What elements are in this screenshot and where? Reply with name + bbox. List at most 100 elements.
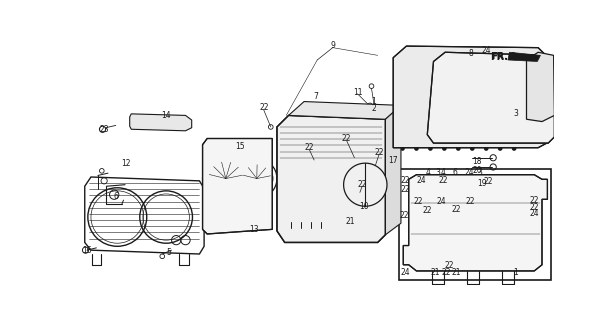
Circle shape	[483, 200, 489, 206]
Text: FR.: FR.	[491, 52, 508, 61]
Circle shape	[532, 99, 537, 104]
Circle shape	[440, 232, 444, 236]
Polygon shape	[428, 52, 554, 143]
Polygon shape	[393, 46, 548, 148]
Text: 24: 24	[464, 168, 474, 177]
Text: 6: 6	[453, 168, 458, 177]
Text: 13: 13	[249, 225, 259, 234]
Bar	[437, 82, 445, 87]
Text: 22: 22	[452, 205, 461, 214]
Circle shape	[461, 200, 467, 206]
Text: 23: 23	[99, 125, 109, 134]
Circle shape	[312, 172, 320, 179]
Text: 3: 3	[510, 52, 515, 61]
Bar	[515, 99, 522, 104]
Text: 10: 10	[359, 202, 368, 211]
Circle shape	[400, 146, 405, 151]
Circle shape	[331, 223, 339, 231]
Circle shape	[470, 146, 474, 151]
Text: 22: 22	[530, 196, 539, 204]
Circle shape	[506, 232, 510, 236]
Circle shape	[512, 146, 516, 151]
Text: 11: 11	[353, 88, 362, 97]
Circle shape	[422, 232, 426, 236]
Circle shape	[498, 146, 503, 151]
Text: 3: 3	[513, 109, 518, 118]
Text: 22: 22	[441, 268, 451, 277]
Text: 18: 18	[472, 157, 482, 166]
Circle shape	[456, 146, 461, 151]
Text: 1: 1	[513, 268, 518, 277]
Polygon shape	[386, 105, 401, 235]
Circle shape	[414, 146, 419, 151]
Text: 22: 22	[401, 176, 410, 185]
Text: 22: 22	[423, 206, 432, 215]
Circle shape	[470, 116, 474, 121]
Text: 4: 4	[440, 168, 445, 177]
Text: 22: 22	[305, 143, 314, 152]
Circle shape	[461, 232, 466, 236]
Text: 6: 6	[113, 192, 118, 201]
Circle shape	[527, 232, 532, 236]
Circle shape	[516, 116, 521, 121]
Circle shape	[470, 65, 474, 70]
Circle shape	[365, 223, 372, 231]
Text: 22: 22	[444, 261, 454, 270]
Text: 3: 3	[477, 168, 482, 177]
Bar	[399, 169, 551, 280]
Text: 17: 17	[388, 156, 398, 164]
Circle shape	[442, 146, 447, 151]
Text: 3: 3	[435, 168, 440, 177]
Text: 22: 22	[342, 134, 352, 143]
Circle shape	[304, 204, 309, 209]
Text: 1: 1	[371, 97, 376, 106]
Text: 15: 15	[235, 142, 245, 151]
Circle shape	[516, 65, 521, 70]
Circle shape	[492, 215, 498, 222]
Polygon shape	[277, 116, 386, 243]
Circle shape	[455, 82, 459, 87]
Text: 8: 8	[468, 49, 473, 58]
Text: 22: 22	[466, 197, 476, 206]
Circle shape	[505, 215, 511, 222]
Text: 21: 21	[431, 268, 440, 277]
Circle shape	[501, 82, 506, 87]
Text: 22: 22	[530, 203, 539, 212]
Text: 22: 22	[375, 148, 384, 157]
Polygon shape	[508, 52, 540, 61]
Polygon shape	[130, 114, 192, 131]
Circle shape	[439, 200, 445, 206]
Text: 22: 22	[259, 103, 269, 112]
Text: 24: 24	[529, 210, 539, 219]
Bar	[484, 82, 492, 87]
Circle shape	[485, 99, 490, 104]
Circle shape	[428, 146, 432, 151]
Bar	[530, 82, 538, 87]
Circle shape	[355, 172, 362, 179]
Circle shape	[505, 200, 511, 206]
Text: 4: 4	[426, 168, 431, 177]
Bar	[285, 191, 331, 222]
Text: 14: 14	[161, 111, 171, 120]
Polygon shape	[403, 175, 548, 271]
Bar	[468, 99, 476, 104]
Circle shape	[527, 215, 533, 222]
Bar	[453, 116, 461, 121]
Circle shape	[296, 223, 304, 231]
Polygon shape	[344, 163, 387, 206]
Text: 12: 12	[121, 159, 131, 168]
Text: 19: 19	[477, 179, 487, 188]
Circle shape	[484, 146, 488, 151]
Text: 22: 22	[438, 176, 448, 185]
Bar	[453, 65, 461, 70]
Circle shape	[421, 200, 428, 206]
Circle shape	[421, 215, 428, 222]
Circle shape	[461, 215, 467, 222]
Text: 22: 22	[413, 197, 423, 206]
Text: 21: 21	[452, 268, 461, 277]
Polygon shape	[527, 52, 554, 122]
Text: 16: 16	[83, 246, 92, 255]
Text: 22: 22	[357, 180, 367, 189]
Bar	[500, 116, 507, 121]
Bar	[500, 65, 507, 70]
